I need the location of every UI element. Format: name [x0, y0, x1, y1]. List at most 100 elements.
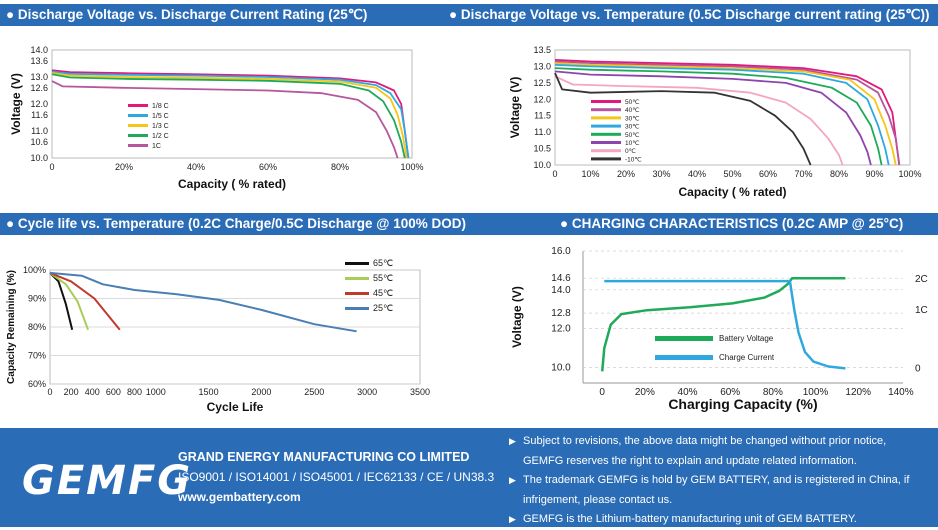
- x-tick-label: 90%: [865, 169, 883, 179]
- legend-swatch: [591, 108, 621, 112]
- series-line: [49, 271, 357, 333]
- y-tick-label: 60%: [28, 379, 46, 389]
- x-tick-label: 20%: [115, 162, 133, 172]
- series-line: [554, 67, 883, 166]
- series-line: [51, 72, 408, 159]
- legend-label: 30℃: [625, 115, 640, 122]
- x-tick-label: 60%: [759, 169, 777, 179]
- x-tick-label: 50%: [723, 169, 741, 179]
- legend-label: 1/5 C: [152, 113, 169, 120]
- y-tick-label: 14.0: [30, 45, 48, 55]
- y-axis-label: Voltage (V): [510, 286, 524, 348]
- plot-frame: [51, 49, 413, 159]
- bullet-icon: ●: [560, 216, 572, 231]
- x-tick-label: 30%: [652, 169, 670, 179]
- footer: GEMFG GRAND ENERGY MANUFACTURING CO LIMI…: [0, 428, 938, 527]
- legend-swatch: [345, 262, 369, 265]
- chart-cycle-life: 60% 70% 80% 90% 100% 0 200 400 600 800 1000 1500 200…: [0, 237, 440, 424]
- y-tick-label: 10.6: [30, 137, 48, 147]
- legend-swatch: [128, 114, 148, 117]
- y-tick-label: 90%: [28, 294, 46, 304]
- legend-swatch: [591, 100, 621, 103]
- legend-swatch: [345, 277, 369, 280]
- note-text: infrigement, please contact us.: [523, 493, 673, 506]
- y-axis-label: Capacity Remaining (%): [6, 270, 17, 384]
- x-tick-label: 10%: [581, 169, 599, 179]
- y-tick-label: 12.8: [551, 308, 571, 319]
- legend-label: 30℃: [625, 124, 640, 131]
- y-tick-label: 13.0: [533, 61, 551, 71]
- note-item: ▶ GEMFG is the Lithium-battery manufactur…: [505, 510, 930, 530]
- x-axis-label: Capacity ( % rated): [678, 185, 786, 199]
- x-tick-label: 100%: [803, 387, 829, 398]
- header-discharge-rate-text: Discharge Voltage vs. Discharge Current …: [17, 7, 368, 22]
- x-tick-label: 3000: [357, 387, 377, 397]
- y-axis-label: Voltage (V): [508, 77, 522, 139]
- note-text: The trademark GEMFG is hold by GEM BATTE…: [523, 474, 910, 487]
- legend-label: 10℃: [625, 140, 640, 147]
- x-tick-label: 0: [49, 162, 54, 172]
- x-tick-label: 100%: [898, 169, 921, 179]
- legend-label: 0℃: [625, 148, 637, 155]
- header-discharge-temp: ● Discharge Voltage vs. Temperature (0.5…: [443, 4, 938, 26]
- legend-swatch: [591, 157, 621, 161]
- note-item: ▶ Subject to revisions, the above data mi…: [505, 432, 930, 452]
- header-cycle-life-text: Cycle life vs. Temperature (0.2C Charge/…: [17, 216, 466, 231]
- legend-swatch: [128, 134, 148, 137]
- x-tick-label: 40%: [688, 169, 706, 179]
- plot-frame: [554, 49, 911, 166]
- legend-label: 50℃: [625, 99, 640, 106]
- x-tick-label: 70%: [794, 169, 812, 179]
- x-tick-label: 100%: [400, 162, 423, 172]
- y-tick-label: 80%: [28, 322, 46, 332]
- x-tick-label: 80%: [331, 162, 349, 172]
- y-tick-label: 14.0: [551, 285, 571, 296]
- certifications: ISO9001 / ISO14001 / ISO45001 / IEC62133…: [178, 470, 495, 484]
- x-tick-label: 80%: [830, 169, 848, 179]
- series-line: [49, 271, 121, 331]
- x-axis-label: Charging Capacity (%): [668, 396, 817, 412]
- y-tick-label: 11.0: [31, 126, 48, 136]
- legend-label: 40℃: [625, 107, 640, 114]
- legend-swatch: [591, 149, 621, 153]
- bullet-icon: ●: [6, 216, 18, 231]
- y-tick-label: 16.0: [551, 246, 571, 257]
- y-axis-label: Voltage (V): [9, 73, 23, 135]
- legend-swatch: [128, 124, 148, 127]
- x-tick-label: 400: [85, 387, 100, 397]
- notes-list: ▶ Subject to revisions, the above data mi…: [505, 432, 930, 530]
- note-text: Subject to revisions, the above data mig…: [523, 435, 887, 447]
- y-tick-label: 100%: [23, 265, 46, 275]
- series-line: [51, 70, 410, 159]
- y-tick-label: 10.0: [533, 160, 551, 170]
- right-tick-label: 0: [915, 363, 921, 374]
- triangle-right-icon: ▶: [509, 514, 516, 525]
- legend-swatch: [128, 104, 148, 107]
- header-charging-text: CHARGING CHARACTERISTICS (0.2C AMP @ 25°…: [571, 216, 904, 231]
- series-line: [554, 59, 901, 166]
- legend-swatch: [345, 307, 369, 310]
- legend-swatch: [591, 132, 621, 136]
- series-line: [554, 72, 812, 166]
- gemfg-logo: GEMFG: [22, 458, 193, 504]
- bullet-icon: ●: [449, 7, 461, 22]
- company-name: GRAND ENERGY MANUFACTURING CO LIMITED: [178, 450, 470, 464]
- y-tick-label: 14.6: [551, 273, 571, 284]
- legend-label: 50℃: [625, 132, 640, 139]
- right-tick-label: 1C: [915, 305, 928, 316]
- triangle-right-icon: ▶: [509, 475, 516, 486]
- x-tick-label: 0: [47, 387, 52, 397]
- y-tick-label: 13.6: [30, 56, 48, 66]
- legend-label: 1/8 C: [152, 103, 169, 110]
- y-tick-label: 11.0: [534, 127, 551, 137]
- series-line: [604, 279, 846, 370]
- legend-label: Battery Voltage: [719, 334, 774, 343]
- y-tick-label: 13.5: [533, 45, 551, 55]
- header-charging: ● CHARGING CHARACTERISTICS (0.2C AMP @ 2…: [500, 213, 938, 235]
- x-tick-label: 1000: [146, 387, 166, 397]
- x-axis-label: Cycle Life: [207, 400, 264, 414]
- x-tick-label: 20%: [617, 169, 635, 179]
- legend-label: 1/3 C: [152, 123, 169, 130]
- x-tick-label: 2000: [251, 387, 271, 397]
- website-link[interactable]: www.gembattery.com: [178, 490, 301, 504]
